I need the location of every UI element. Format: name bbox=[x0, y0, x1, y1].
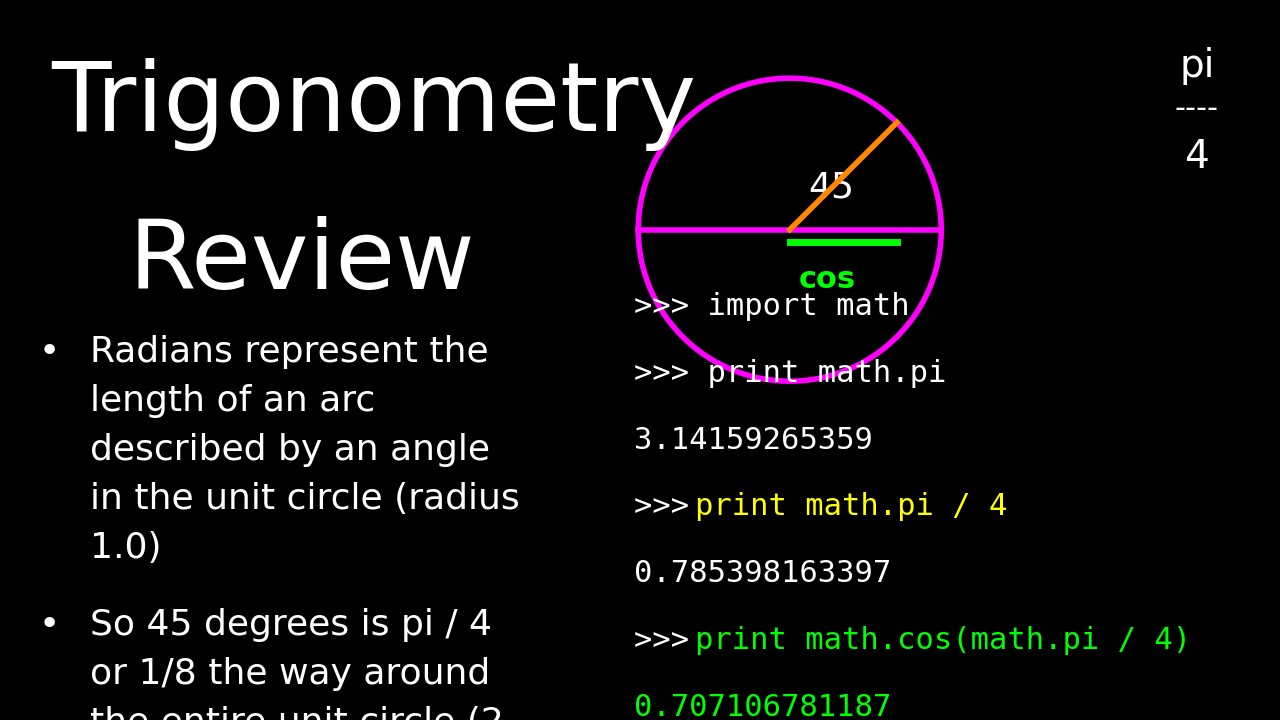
Text: described by an angle: described by an angle bbox=[90, 433, 490, 467]
Text: >>> import math: >>> import math bbox=[634, 292, 909, 320]
Text: print math.cos(math.pi / 4): print math.cos(math.pi / 4) bbox=[695, 626, 1192, 655]
Text: >>> print math.pi: >>> print math.pi bbox=[634, 359, 946, 387]
Text: So 45 degrees is pi / 4: So 45 degrees is pi / 4 bbox=[90, 608, 492, 642]
Text: 3.14159265359: 3.14159265359 bbox=[634, 426, 873, 454]
Text: the entire unit circle (2: the entire unit circle (2 bbox=[90, 706, 503, 720]
Text: in the unit circle (radius: in the unit circle (radius bbox=[90, 482, 520, 516]
Text: Review: Review bbox=[128, 216, 475, 309]
Text: pi: pi bbox=[1179, 47, 1215, 85]
Text: Trigonometry: Trigonometry bbox=[51, 58, 696, 150]
Text: >>>: >>> bbox=[634, 492, 707, 521]
Text: Radians represent the: Radians represent the bbox=[90, 335, 488, 369]
Text: length of an arc: length of an arc bbox=[90, 384, 375, 418]
Text: 45: 45 bbox=[808, 170, 854, 204]
Text: 4: 4 bbox=[1184, 138, 1210, 176]
Text: >>>: >>> bbox=[634, 626, 707, 655]
Text: or 1/8 the way around: or 1/8 the way around bbox=[90, 657, 490, 691]
Text: 0.707106781187: 0.707106781187 bbox=[634, 693, 891, 720]
Text: •: • bbox=[38, 335, 60, 369]
Text: •: • bbox=[38, 608, 60, 642]
Text: cos: cos bbox=[799, 264, 856, 294]
Text: print math.pi / 4: print math.pi / 4 bbox=[695, 492, 1007, 521]
Text: 0.785398163397: 0.785398163397 bbox=[634, 559, 891, 588]
Text: 1.0): 1.0) bbox=[90, 531, 161, 564]
Text: ----: ---- bbox=[1175, 94, 1219, 122]
